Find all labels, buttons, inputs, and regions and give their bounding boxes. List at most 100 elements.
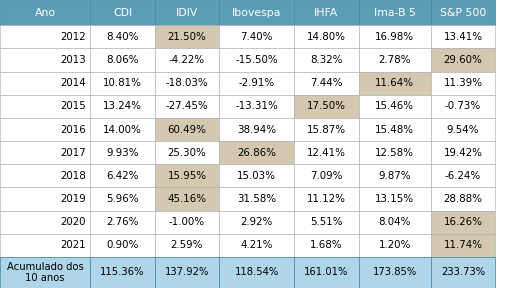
Text: 2019: 2019 <box>60 194 86 204</box>
Bar <box>90 211 155 234</box>
Bar <box>0 72 90 95</box>
Text: 9.54%: 9.54% <box>447 124 479 134</box>
Text: 2018: 2018 <box>60 171 86 181</box>
Text: 2015: 2015 <box>60 101 86 111</box>
Text: 9.87%: 9.87% <box>378 171 411 181</box>
Bar <box>359 48 431 72</box>
Bar <box>90 25 155 48</box>
Bar <box>219 187 294 211</box>
Text: 8.40%: 8.40% <box>106 32 139 42</box>
Bar <box>219 211 294 234</box>
Bar <box>155 25 219 48</box>
Text: -15.50%: -15.50% <box>235 55 278 65</box>
Text: 0.90%: 0.90% <box>106 240 139 250</box>
Text: 8.06%: 8.06% <box>106 55 139 65</box>
Bar <box>359 72 431 95</box>
Text: IHFA: IHFA <box>314 8 338 18</box>
Text: 12.58%: 12.58% <box>375 148 414 158</box>
Bar <box>294 187 359 211</box>
Bar <box>219 0 294 25</box>
Bar <box>431 187 495 211</box>
Text: Ima-B 5: Ima-B 5 <box>374 8 416 18</box>
Bar <box>359 95 431 118</box>
Text: 115.36%: 115.36% <box>101 268 144 277</box>
Bar <box>155 72 219 95</box>
Text: 6.42%: 6.42% <box>106 171 139 181</box>
Bar <box>431 118 495 141</box>
Bar <box>90 118 155 141</box>
Bar <box>219 95 294 118</box>
Text: 13.15%: 13.15% <box>375 194 414 204</box>
Bar <box>359 187 431 211</box>
Text: 118.54%: 118.54% <box>235 268 279 277</box>
Text: 2021: 2021 <box>60 240 86 250</box>
Text: 8.32%: 8.32% <box>310 55 343 65</box>
Bar <box>294 257 359 288</box>
Bar <box>294 0 359 25</box>
Text: Ano: Ano <box>35 8 56 18</box>
Text: 11.74%: 11.74% <box>444 240 482 250</box>
Text: 8.04%: 8.04% <box>379 217 411 227</box>
Text: 161.01%: 161.01% <box>304 268 348 277</box>
Text: 2013: 2013 <box>60 55 86 65</box>
Bar <box>0 234 90 257</box>
Text: 7.44%: 7.44% <box>310 78 343 88</box>
Text: -2.91%: -2.91% <box>238 78 275 88</box>
Text: Acumulado dos
10 anos: Acumulado dos 10 anos <box>7 262 84 283</box>
Text: -6.24%: -6.24% <box>445 171 481 181</box>
Text: 19.42%: 19.42% <box>444 148 482 158</box>
Text: 15.48%: 15.48% <box>375 124 414 134</box>
Text: 28.88%: 28.88% <box>444 194 482 204</box>
Bar <box>155 234 219 257</box>
Text: -1.00%: -1.00% <box>169 217 205 227</box>
Text: 11.39%: 11.39% <box>444 78 482 88</box>
Bar <box>155 164 219 187</box>
Text: 2.59%: 2.59% <box>171 240 203 250</box>
Bar <box>359 211 431 234</box>
Bar <box>0 25 90 48</box>
Text: 14.00%: 14.00% <box>103 124 142 134</box>
Text: 2.76%: 2.76% <box>106 217 139 227</box>
Text: 173.85%: 173.85% <box>373 268 417 277</box>
Bar <box>431 0 495 25</box>
Bar <box>359 25 431 48</box>
Text: 13.41%: 13.41% <box>444 32 482 42</box>
Text: 2.78%: 2.78% <box>379 55 411 65</box>
Bar <box>431 211 495 234</box>
Text: CDI: CDI <box>113 8 132 18</box>
Bar <box>90 141 155 164</box>
Text: 60.49%: 60.49% <box>168 124 206 134</box>
Text: 233.73%: 233.73% <box>441 268 485 277</box>
Text: 38.94%: 38.94% <box>237 124 276 134</box>
Bar <box>90 257 155 288</box>
Text: 15.95%: 15.95% <box>168 171 206 181</box>
Bar <box>294 95 359 118</box>
Text: 9.93%: 9.93% <box>106 148 139 158</box>
Bar <box>294 72 359 95</box>
Text: 16.98%: 16.98% <box>375 32 414 42</box>
Text: -4.22%: -4.22% <box>169 55 205 65</box>
Text: 16.26%: 16.26% <box>444 217 482 227</box>
Text: 15.03%: 15.03% <box>237 171 276 181</box>
Bar <box>155 187 219 211</box>
Bar <box>431 164 495 187</box>
Bar <box>0 95 90 118</box>
Bar <box>219 118 294 141</box>
Text: 2012: 2012 <box>60 32 86 42</box>
Text: 7.09%: 7.09% <box>310 171 343 181</box>
Text: 10.81%: 10.81% <box>103 78 142 88</box>
Bar <box>155 48 219 72</box>
Bar <box>0 0 90 25</box>
Bar <box>431 25 495 48</box>
Bar <box>155 141 219 164</box>
Bar <box>219 257 294 288</box>
Bar <box>359 234 431 257</box>
Text: 25.30%: 25.30% <box>168 148 206 158</box>
Bar <box>431 48 495 72</box>
Bar <box>0 141 90 164</box>
Bar <box>0 118 90 141</box>
Bar <box>359 118 431 141</box>
Text: -27.45%: -27.45% <box>166 101 208 111</box>
Text: 2014: 2014 <box>60 78 86 88</box>
Bar <box>90 72 155 95</box>
